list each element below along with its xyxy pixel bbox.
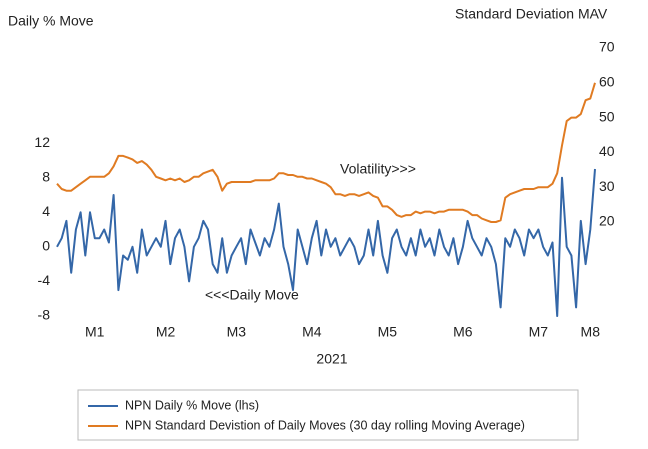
line-series — [56, 168, 596, 317]
annotation: Volatility>>> — [340, 161, 416, 177]
y2-tick-label: 70 — [599, 39, 615, 55]
annotation: <<<Daily Move — [205, 287, 299, 303]
legend-label: NPN Daily % Move (lhs) — [125, 398, 259, 412]
legend-label: NPN Standard Devistion of Daily Moves (3… — [125, 418, 525, 432]
x-tick-label: M1 — [85, 324, 105, 340]
y2-tick-label: 60 — [599, 74, 615, 90]
y-tick-label: 0 — [42, 238, 50, 254]
legend-box — [77, 389, 579, 441]
x-axis-label: 2021 — [316, 351, 347, 367]
y-tick-label: -8 — [38, 307, 51, 323]
y2-tick-label: 30 — [599, 178, 615, 194]
x-tick-label: M6 — [453, 324, 473, 340]
y2-tick-label: 20 — [599, 213, 615, 229]
y2-axis-label: Standard Deviation MAV — [455, 6, 608, 22]
x-tick-label: M4 — [302, 324, 322, 340]
x-tick-label: M7 — [529, 324, 549, 340]
y2-tick-label: 50 — [599, 108, 615, 124]
y-tick-label: 12 — [34, 134, 50, 150]
x-tick-label: M8 — [581, 324, 601, 340]
line-series — [56, 82, 596, 223]
y-tick-label: 4 — [42, 203, 50, 219]
y-tick-label: 8 — [42, 168, 50, 184]
y2-tick-label: 40 — [599, 143, 615, 159]
x-tick-label: M3 — [227, 324, 247, 340]
x-tick-label: M5 — [378, 324, 398, 340]
y-tick-label: -4 — [38, 272, 51, 288]
y-axis-label: Daily % Move — [8, 13, 94, 29]
x-tick-label: M2 — [156, 324, 176, 340]
